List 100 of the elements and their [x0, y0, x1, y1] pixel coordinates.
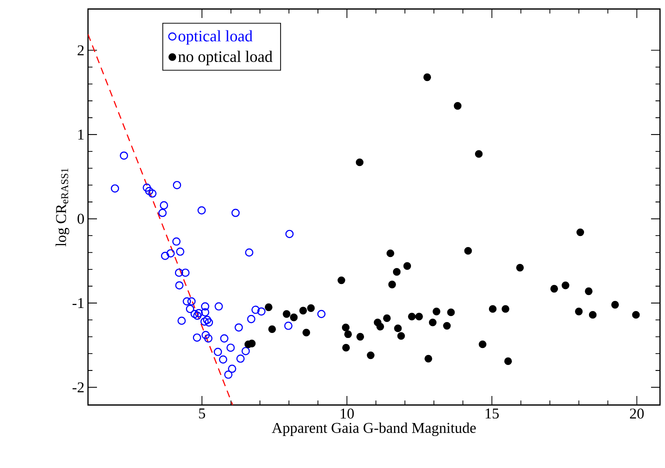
point [302, 328, 310, 336]
point [392, 268, 401, 276]
point [178, 316, 186, 325]
point [516, 264, 524, 272]
point [403, 262, 412, 270]
point [611, 300, 619, 309]
point [388, 280, 396, 288]
point [145, 186, 154, 196]
point [576, 228, 584, 236]
point [397, 332, 405, 340]
point [194, 309, 203, 318]
legend-label: no optical load [178, 50, 272, 66]
point [268, 325, 276, 334]
point [356, 158, 364, 166]
point [550, 284, 558, 293]
point [251, 306, 260, 314]
point [376, 322, 384, 330]
point [231, 208, 240, 218]
point [218, 355, 228, 364]
point [502, 305, 510, 313]
point [290, 314, 298, 322]
point [202, 330, 210, 340]
point [464, 246, 472, 255]
point [344, 330, 352, 338]
point [356, 332, 364, 341]
point [488, 305, 497, 313]
point [220, 334, 228, 343]
point [120, 151, 128, 160]
point [166, 249, 175, 258]
point [338, 276, 346, 284]
point [285, 230, 294, 238]
point [203, 316, 212, 324]
point [186, 304, 194, 314]
y-tick-label: -1 [72, 298, 84, 308]
point [176, 248, 184, 256]
point [317, 310, 326, 318]
point [200, 302, 210, 311]
point [110, 184, 120, 193]
point [447, 308, 455, 316]
point [504, 357, 512, 366]
point [247, 314, 256, 324]
point [172, 180, 182, 190]
point [478, 340, 486, 348]
point [342, 344, 350, 352]
point [383, 314, 391, 322]
point [394, 324, 402, 332]
point [299, 306, 307, 314]
point [257, 307, 266, 316]
point [160, 201, 168, 210]
point [200, 317, 209, 326]
point [424, 354, 432, 362]
point [408, 312, 416, 320]
point [264, 303, 272, 312]
y-tick-label: 0 [78, 214, 84, 224]
x-tick-label: 5 [199, 408, 206, 418]
point [142, 183, 151, 192]
point [428, 318, 437, 326]
point [204, 318, 214, 327]
point [148, 189, 156, 198]
point [175, 281, 184, 290]
point [187, 297, 196, 306]
point [224, 370, 232, 379]
point [234, 323, 243, 332]
point [588, 311, 597, 319]
y-tick-label: -2 [72, 382, 84, 392]
point [198, 206, 206, 215]
y-tick-label: 2 [78, 45, 84, 56]
x-tick-label: 20 [630, 408, 644, 419]
x-tick-label: 10 [340, 408, 354, 419]
point [284, 322, 292, 330]
point [226, 344, 235, 352]
point [236, 354, 245, 363]
point [574, 308, 583, 316]
point [160, 252, 170, 260]
point [632, 311, 640, 319]
point [172, 237, 181, 246]
point [386, 250, 394, 258]
point [245, 248, 254, 257]
point [342, 324, 350, 332]
point [190, 310, 199, 318]
point [214, 302, 223, 311]
point [174, 268, 184, 277]
point [193, 312, 202, 320]
point [415, 312, 423, 320]
point [366, 351, 375, 360]
point [307, 304, 315, 312]
point [181, 268, 190, 277]
point [204, 334, 212, 343]
point [200, 308, 210, 316]
y-tick-label: 1 [78, 130, 84, 140]
point [282, 310, 290, 318]
x-axis-title: Apparent Gaia G-band Magnitude [272, 422, 476, 436]
point [443, 322, 451, 330]
legend-label: optical load [178, 30, 253, 45]
point [423, 73, 432, 82]
point [584, 287, 593, 296]
point [242, 346, 250, 356]
point [474, 150, 483, 158]
x-tick-label: 15 [486, 408, 499, 419]
point [182, 297, 191, 306]
